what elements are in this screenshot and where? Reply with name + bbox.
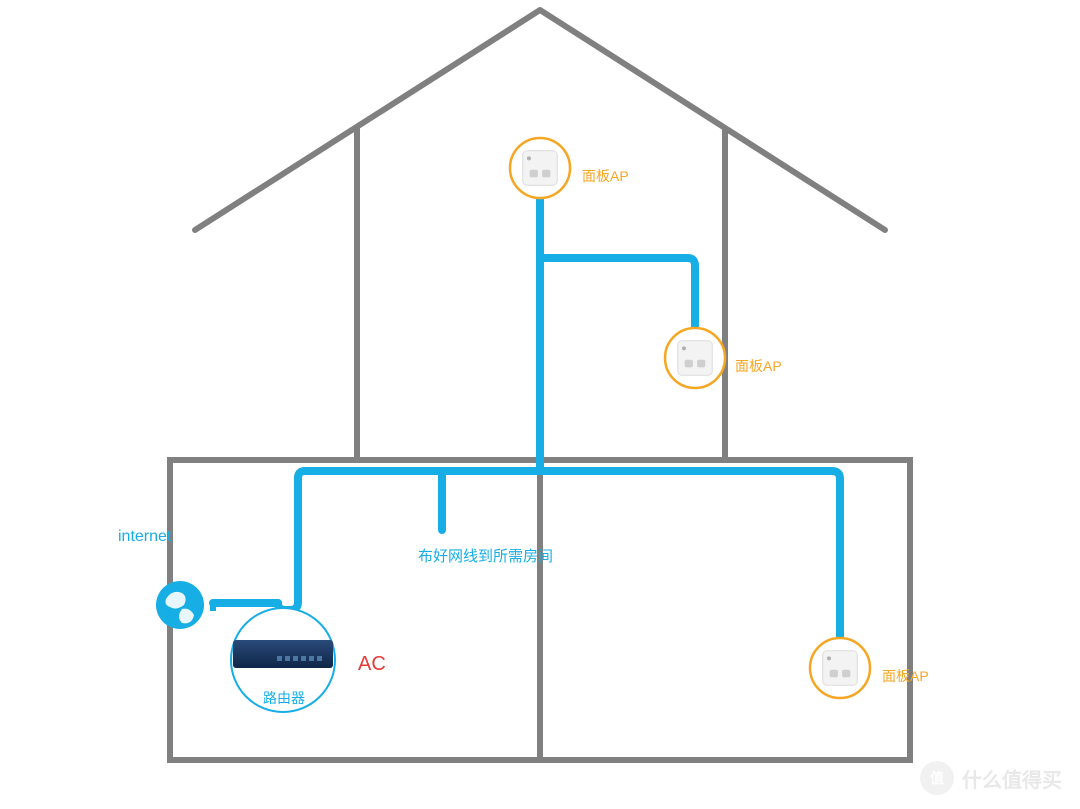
ac-label: AC: [358, 653, 386, 676]
ap-attic-port: [530, 170, 538, 178]
watermark-badge-icon: 值: [920, 761, 954, 795]
router-port: [309, 656, 314, 661]
router-icon: [233, 640, 333, 668]
router-port: [277, 656, 282, 661]
ap-label-0: 面板AP: [582, 166, 629, 186]
ap-label-1: 面板AP: [735, 356, 782, 376]
diagram-canvas: [0, 0, 1080, 809]
globe-plug: [210, 601, 216, 611]
ap-label-2: 面板AP: [882, 666, 929, 686]
router-port: [293, 656, 298, 661]
ap-lower-right-panel: [823, 651, 858, 686]
ap-upper-right-port: [685, 360, 693, 368]
watermark: 值 什么值得买: [920, 761, 1062, 795]
watermark-text: 什么值得买: [962, 764, 1062, 793]
internet-label: internet: [118, 528, 171, 546]
ap-attic-port: [542, 170, 550, 178]
ap-lower-right-port: [842, 670, 850, 678]
ap-upper-right-led: [682, 346, 686, 350]
ap-lower-right-port: [830, 670, 838, 678]
router-port: [301, 656, 306, 661]
cable-2: [278, 478, 298, 610]
cable-5: [540, 258, 695, 340]
ap-upper-right-panel: [678, 341, 713, 376]
router-label: 路由器: [263, 688, 305, 708]
router-port: [285, 656, 290, 661]
cabling-note: 布好网线到所需房间: [418, 545, 553, 566]
cable-1: [298, 471, 540, 478]
ap-lower-right-led: [827, 656, 831, 660]
cable-4: [540, 471, 840, 648]
router-port: [317, 656, 322, 661]
ap-attic-panel: [523, 151, 558, 186]
ap-upper-right-port: [697, 360, 705, 368]
ap-attic-led: [527, 156, 531, 160]
